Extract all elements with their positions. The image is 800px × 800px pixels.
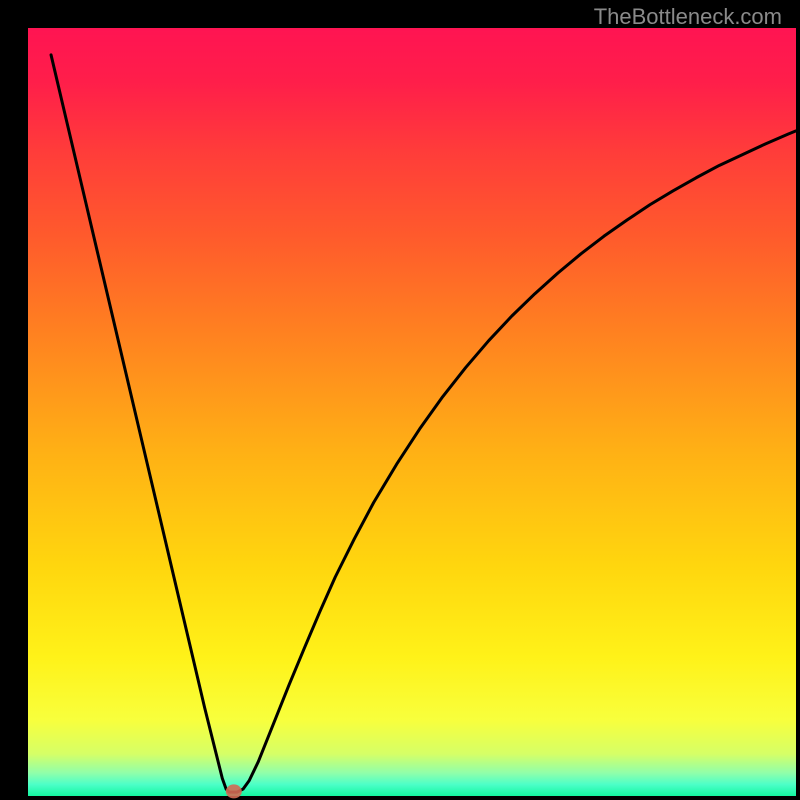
- bottleneck-chart: [0, 0, 800, 800]
- watermark-text: TheBottleneck.com: [594, 4, 782, 30]
- optimal-point-marker: [226, 784, 242, 798]
- chart-background: [28, 28, 796, 796]
- chart-container: TheBottleneck.com: [0, 0, 800, 800]
